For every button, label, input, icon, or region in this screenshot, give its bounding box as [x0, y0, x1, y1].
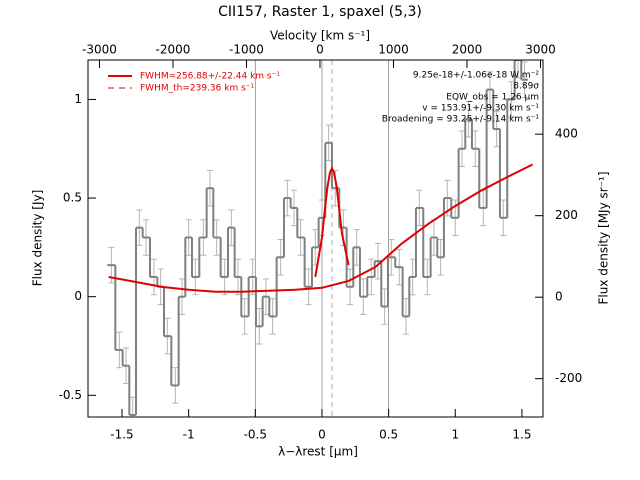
x-tick-label: -1 [183, 428, 195, 442]
x-tick-label: 1 [451, 428, 459, 442]
y2-tick-label: 400 [555, 127, 578, 141]
overlay: -1.5 -1 -0.5 0 0.5 1 1.5-3000 -2000 -1000 0 1000 20… [59, 43, 583, 442]
annotation: 8.89σ [513, 82, 539, 92]
x2-tick-label: 2000 [452, 43, 483, 57]
y2-tick-label: 0 [555, 290, 563, 304]
x-tick-label: 0 [318, 428, 326, 442]
fit-line [314, 166, 350, 278]
legend-label: FWHM=256.88+/-22.44 km s⁻¹ [140, 72, 280, 82]
x-tick-label: 1.5 [512, 428, 531, 442]
continuum-line [108, 163, 534, 293]
chart-title: CII157, Raster 1, spaxel (5,3) [218, 4, 422, 20]
x2-tick-label: 3000 [525, 43, 556, 57]
y-tick-label: -0.5 [59, 388, 82, 402]
x2-tick-label: 1000 [378, 43, 409, 57]
y2-axis-label: Flux density [MJy sr⁻¹] [597, 171, 611, 304]
x2-tick-label: 0 [316, 43, 324, 57]
x2-tick-label: -1000 [229, 43, 264, 57]
y-tick-label: 0 [74, 289, 82, 303]
plot-frame [87, 59, 544, 418]
annotation: Broadening = 93.25+/-9.14 km s⁻¹ [382, 115, 540, 125]
y-tick-label: 0.5 [63, 191, 82, 205]
x-tick-label: -1.5 [110, 428, 133, 442]
y-axis-label: Flux density [Jy] [31, 190, 45, 287]
x2-tick-label: -2000 [156, 43, 191, 57]
annotation: v = 153.91+/-9.30 km s⁻¹ [422, 104, 539, 114]
y2-tick-label: -200 [555, 371, 582, 385]
x-tick-label: -0.5 [244, 428, 267, 442]
x-tick-label: 0.5 [379, 428, 398, 442]
annotation: EQW_obs = 1.26 μm [446, 93, 539, 103]
x2-axis-label: Velocity [km s⁻¹] [270, 29, 370, 43]
plot-area [107, 60, 534, 417]
legend-label: FWHM_th=239.36 km s⁻¹ [140, 84, 255, 94]
annotation: 9.25e-18+/-1.06e-18 W m⁻² [413, 71, 540, 81]
y2-tick-label: 200 [555, 208, 578, 222]
x2-tick-label: -3000 [82, 43, 117, 57]
x-axis-label: λ−λrest [μm] [278, 445, 358, 459]
y-tick-label: 1 [74, 92, 82, 106]
